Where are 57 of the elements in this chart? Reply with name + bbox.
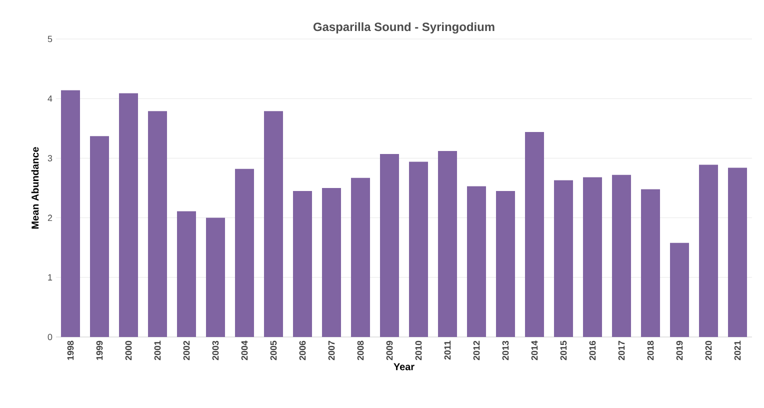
bar	[177, 211, 196, 337]
bar	[641, 189, 660, 337]
bar	[438, 151, 458, 337]
y-tick-label: 0	[48, 334, 52, 340]
x-tick-label: 2016	[589, 340, 596, 360]
x-tick-label: 2004	[241, 340, 248, 360]
x-tick-label: 2013	[502, 340, 509, 360]
bar	[467, 186, 486, 337]
y-tick-label: 2	[48, 214, 52, 221]
x-tick-label: 2017	[618, 340, 625, 360]
bar	[409, 162, 428, 337]
x-tick-label: 2009	[386, 340, 393, 360]
x-axis-title: Year	[394, 363, 414, 370]
x-tick-label: 2006	[299, 340, 306, 360]
bar	[670, 242, 690, 337]
y-axis-title: Mean Abundance	[31, 147, 39, 229]
x-tick-label: 2000	[125, 340, 132, 360]
bar	[351, 178, 370, 337]
bar	[119, 93, 138, 337]
x-tick-label: 2010	[415, 340, 422, 360]
x-tick-label: 2012	[473, 340, 480, 360]
y-tick-label: 4	[48, 96, 52, 102]
x-tick-label: 2019	[676, 340, 683, 360]
x-tick-label: 2015	[560, 340, 567, 360]
x-tick-label: 2021	[734, 340, 741, 360]
chart-title: Gasparilla Sound - Syringodium	[313, 22, 494, 34]
bar	[496, 190, 516, 337]
x-tick-label: 2007	[328, 340, 335, 360]
x-tick-label: 1998	[67, 340, 74, 360]
bar	[293, 190, 312, 337]
bar	[61, 90, 80, 337]
x-tick-label: 2001	[154, 340, 161, 360]
bar	[728, 168, 748, 337]
bar	[322, 188, 342, 337]
y-tick-label: 5	[48, 36, 52, 42]
bar	[554, 180, 574, 337]
y-tick-label: 1	[48, 274, 52, 280]
bar	[148, 111, 168, 337]
bar	[90, 136, 109, 337]
x-tick-label: 1999	[96, 340, 103, 360]
x-tick-label: 2002	[183, 340, 190, 360]
bar	[525, 132, 544, 337]
x-tick-label: 2011	[444, 340, 451, 360]
bar	[699, 164, 718, 337]
bar	[583, 177, 602, 337]
x-tick-label: 2003	[212, 340, 219, 360]
x-tick-label: 2005	[270, 340, 277, 360]
bar	[264, 111, 284, 337]
x-tick-label: 2020	[705, 340, 712, 360]
bar	[612, 174, 632, 337]
bar	[235, 168, 254, 337]
bar	[206, 218, 226, 337]
bar	[380, 154, 400, 337]
x-tick-label: 2014	[531, 340, 538, 360]
x-tick-label: 2008	[357, 340, 364, 360]
x-tick-label: 2018	[647, 340, 654, 360]
y-tick-label: 3	[48, 155, 52, 162]
